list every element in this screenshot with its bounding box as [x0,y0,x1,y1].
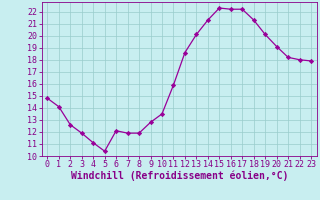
X-axis label: Windchill (Refroidissement éolien,°C): Windchill (Refroidissement éolien,°C) [70,171,288,181]
